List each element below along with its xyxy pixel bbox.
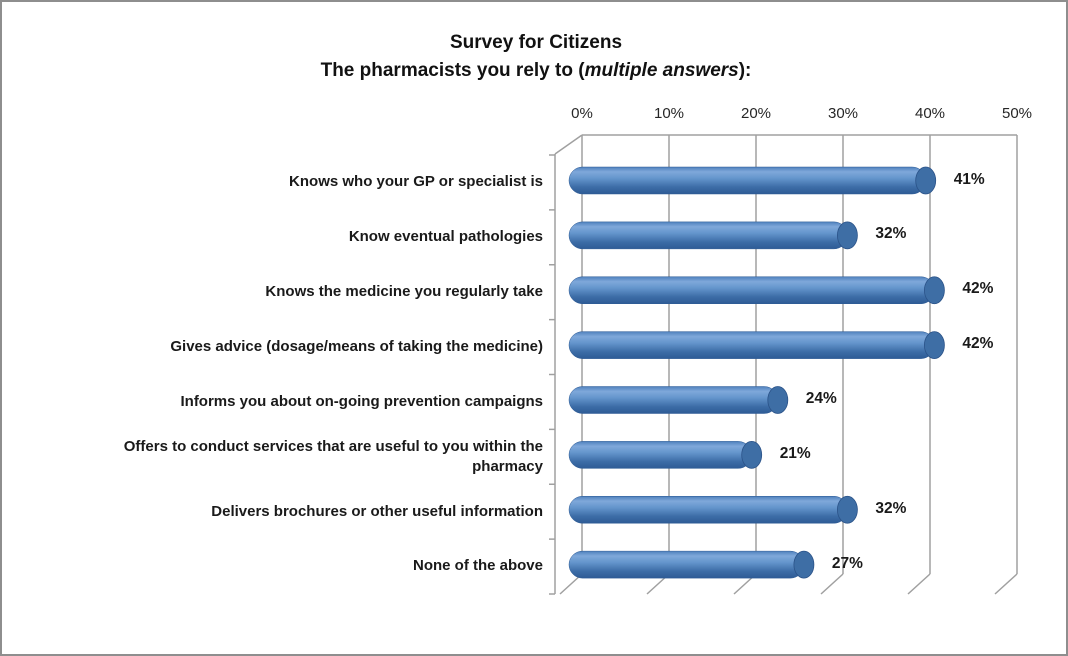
chart-title: Survey for Citizens The pharmacists you …	[2, 29, 1066, 85]
x-tick-label: 30%	[827, 105, 859, 122]
bar-value-label: 42%	[962, 280, 994, 298]
bar-value-label: 32%	[875, 499, 907, 517]
category-label: Delivers brochures or other useful infor…	[211, 502, 543, 520]
bar	[568, 441, 752, 469]
bar	[568, 276, 935, 304]
bar	[568, 496, 848, 524]
bar	[568, 550, 805, 579]
x-tick-label: 50%	[1001, 105, 1033, 122]
bar	[568, 166, 926, 195]
chart-title-line2-prefix: The pharmacists you rely to (	[320, 60, 585, 81]
x-tick-label: 40%	[914, 105, 946, 122]
bar-cap	[767, 386, 789, 414]
bar-cap	[915, 166, 937, 195]
bar-cap	[837, 221, 858, 250]
bar-cap	[924, 331, 945, 360]
bar	[568, 331, 935, 359]
bar-cap	[924, 276, 945, 305]
gridline-foot	[820, 573, 844, 595]
x-tick-label: 20%	[740, 105, 772, 122]
bar-cap	[793, 550, 815, 579]
category-label: Informs you about on-going prevention ca…	[180, 392, 543, 410]
bar-value-label: 27%	[831, 554, 863, 572]
wall-corner-line	[554, 134, 583, 155]
x-tick-label: 10%	[653, 105, 685, 122]
category-label: Offers to conduct services that are usef…	[123, 437, 543, 475]
category-label: Gives advice (dosage/means of taking the…	[170, 337, 543, 355]
bar-cap	[837, 495, 858, 524]
bar	[568, 386, 779, 414]
bar-value-label: 32%	[875, 225, 907, 243]
bar-cap	[741, 440, 763, 469]
category-label: None of the above	[412, 557, 543, 575]
bar	[568, 221, 848, 250]
chart-title-line2-italic: multiple answers	[584, 60, 739, 81]
bar-value-label: 42%	[962, 335, 994, 353]
chart-title-line2-suffix: ):	[738, 60, 752, 81]
category-label: Knows the medicine you regularly take	[265, 283, 543, 301]
bar-value-label: 41%	[953, 170, 985, 188]
chart-title-line1: Survey for Citizens	[449, 32, 623, 53]
category-label: Knows who your GP or specialist is	[289, 173, 543, 191]
bar-value-label: 24%	[805, 390, 837, 407]
gridline-foot	[994, 573, 1018, 595]
bar-value-label: 21%	[779, 444, 811, 462]
x-tick-label: 0%	[571, 105, 593, 122]
category-label: Know eventual pathologies	[348, 228, 543, 246]
gridline-foot	[907, 573, 931, 595]
chart-title-line2: The pharmacists you rely to (multiple an…	[2, 57, 1066, 85]
